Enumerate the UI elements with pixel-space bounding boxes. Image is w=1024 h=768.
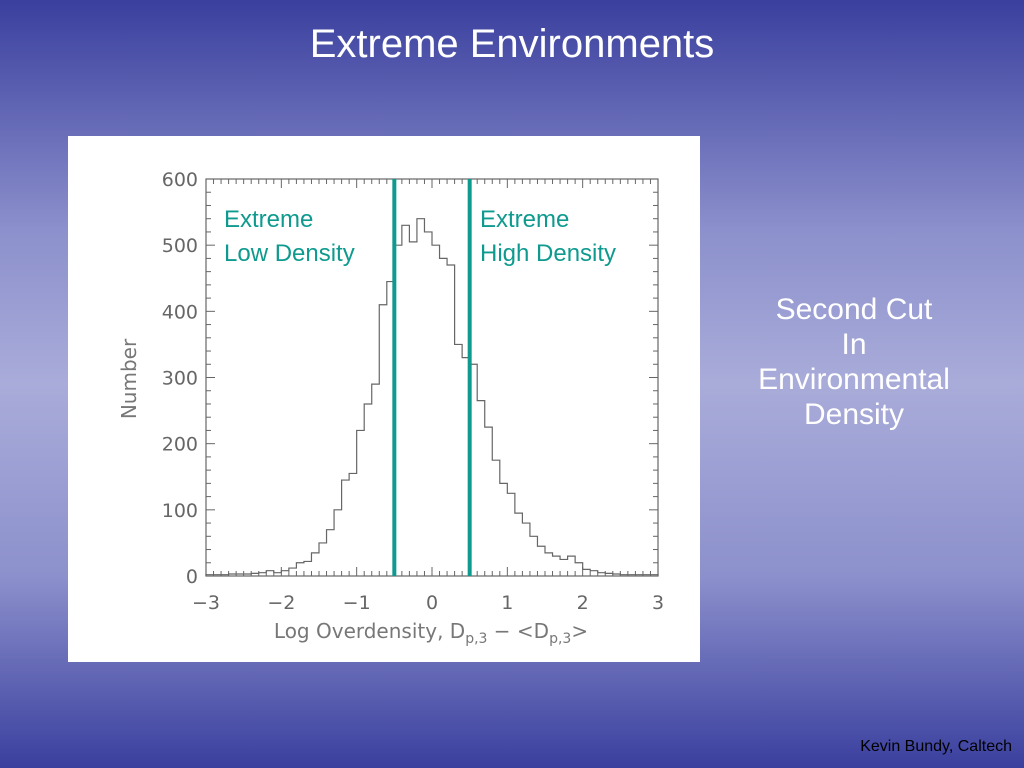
low-density-label: Extreme Low Density bbox=[224, 206, 355, 267]
y-tick-label: 200 bbox=[162, 434, 198, 456]
density-cuts: Extreme Low Density Extreme High Density bbox=[224, 179, 616, 576]
cut-label-line: High Density bbox=[480, 240, 616, 267]
chart-ticks: −3 −2 −1 0 1 2 3 0 100 200 300 400 500 600 bbox=[162, 169, 664, 614]
y-tick-label: 300 bbox=[162, 368, 198, 390]
slide-title: Extreme Environments bbox=[309, 22, 715, 66]
histogram-series bbox=[205, 218, 659, 576]
author-credit: Kevin Bundy, Caltech bbox=[860, 738, 1012, 755]
x-axis-label-sub2: p,3 bbox=[549, 631, 571, 647]
cut-label-line: Extreme bbox=[480, 206, 569, 233]
x-axis-label-middle: − <D bbox=[487, 619, 549, 643]
x-tick-label: −1 bbox=[343, 592, 371, 614]
high-density-label: Extreme High Density bbox=[480, 206, 616, 267]
histogram-outline bbox=[205, 218, 659, 576]
x-axis-label: Log Overdensity, Dp,3 − <Dp,3> bbox=[274, 619, 588, 647]
y-tick-label: 400 bbox=[162, 301, 198, 323]
x-axis-label-suffix: > bbox=[571, 619, 588, 643]
y-tick-label: 0 bbox=[186, 566, 198, 588]
x-tick-label: −3 bbox=[192, 592, 220, 614]
x-axis-label-sub1: p,3 bbox=[465, 631, 487, 647]
x-tick-label: 3 bbox=[652, 592, 664, 614]
overdensity-histogram: −3 −2 −1 0 1 2 3 0 100 200 300 400 500 600 Extreme Low… bbox=[117, 169, 664, 647]
cut-label-line: Low Density bbox=[224, 240, 355, 267]
x-tick-label: 1 bbox=[501, 592, 513, 614]
side-note: Second Cut In Environmental Density bbox=[730, 292, 978, 432]
cut-label-line: Extreme bbox=[224, 206, 313, 233]
x-tick-label: −2 bbox=[267, 592, 295, 614]
side-note-line-3: Environmental bbox=[758, 363, 950, 396]
side-note-line-2: In bbox=[841, 328, 867, 361]
side-note-line-1: Second Cut bbox=[775, 293, 933, 326]
side-note-line-4: Density bbox=[803, 398, 905, 431]
y-tick-label: 500 bbox=[162, 235, 198, 257]
x-tick-label: 0 bbox=[426, 592, 438, 614]
x-tick-label: 2 bbox=[577, 592, 589, 614]
histogram-panel: −3 −2 −1 0 1 2 3 0 100 200 300 400 500 600 Extreme Low… bbox=[68, 136, 700, 662]
y-tick-label: 600 bbox=[162, 169, 198, 191]
y-tick-label: 100 bbox=[162, 500, 198, 522]
x-axis-label-prefix: Log Overdensity, D bbox=[274, 619, 465, 643]
y-axis-label: Number bbox=[117, 338, 141, 419]
